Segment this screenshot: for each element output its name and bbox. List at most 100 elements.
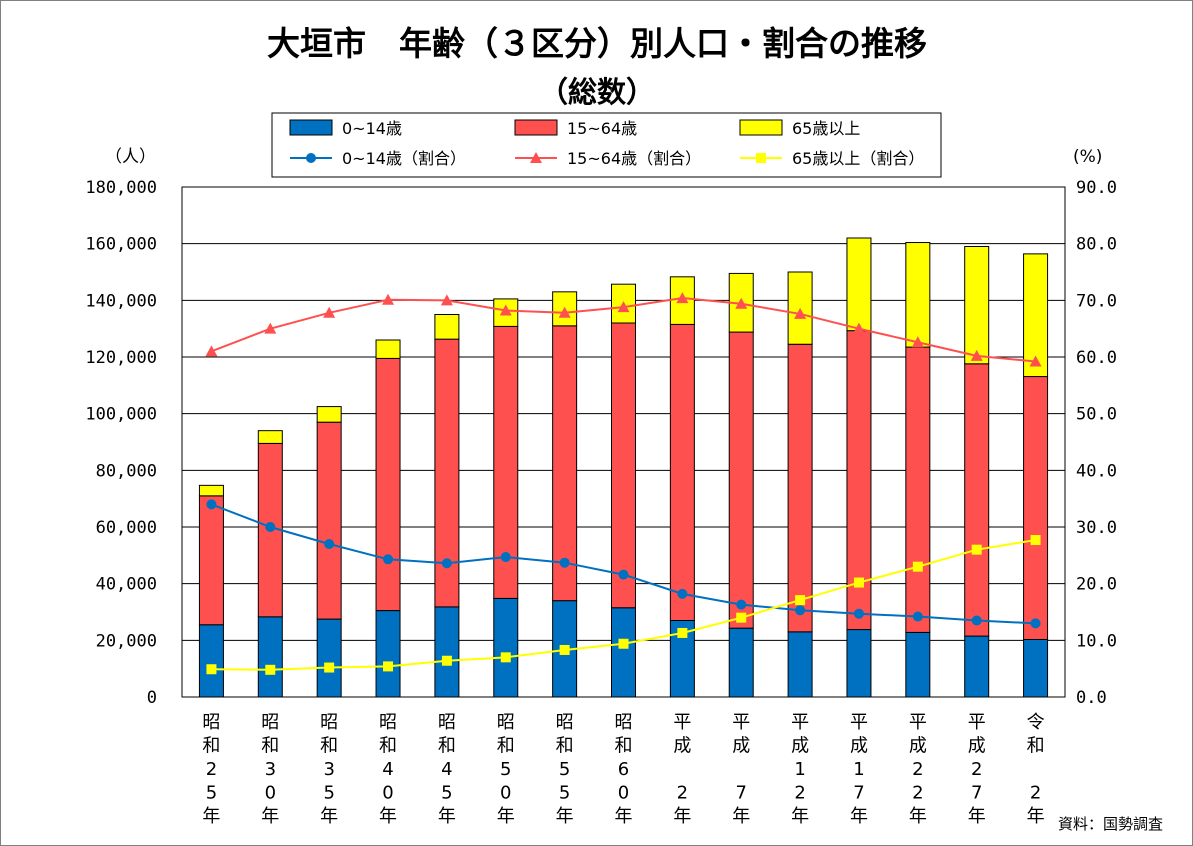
series-point — [735, 297, 748, 309]
category-label: 昭 — [320, 712, 338, 733]
series-point — [265, 522, 276, 532]
bar-segment — [846, 237, 872, 332]
series-point — [853, 608, 864, 619]
series-point — [912, 561, 923, 572]
category-label: 成 — [850, 736, 868, 757]
category-label: 昭 — [438, 712, 456, 733]
bar-segment — [434, 606, 460, 698]
series-point — [970, 349, 983, 361]
bar-segment — [198, 624, 224, 698]
category-label: 成 — [968, 736, 986, 757]
series-point — [383, 661, 394, 672]
right-tick-label: 70.0 — [1076, 291, 1117, 311]
bar-segment — [316, 406, 342, 423]
left-tick-label: 60,000 — [96, 518, 157, 538]
bar-segment — [316, 421, 342, 620]
category-label: 令 — [1027, 712, 1045, 733]
category-label: 和 — [320, 736, 338, 757]
legend-swatch — [739, 119, 783, 136]
bar-segment — [669, 323, 695, 621]
plot-area — [181, 186, 1066, 698]
category-label: 0 — [500, 783, 511, 804]
category-label: 年 — [909, 806, 927, 827]
bar-segment — [728, 627, 754, 698]
category-label: 平 — [791, 712, 809, 733]
bar-segment — [1023, 376, 1049, 640]
series-point — [324, 662, 335, 673]
bar-segment — [493, 597, 519, 698]
series-point — [265, 664, 276, 675]
category-label: 5 — [559, 759, 570, 780]
category-label: 年 — [850, 806, 868, 827]
category-label: 年 — [673, 806, 691, 827]
series-point — [911, 336, 924, 348]
left-tick-label: 120,000 — [85, 348, 157, 368]
category-label: 5 — [206, 783, 217, 804]
bar-segment — [434, 314, 460, 340]
category-label: 0 — [618, 783, 629, 804]
bar-segment — [257, 430, 283, 444]
series-point — [500, 552, 511, 563]
right-tick-label: 50.0 — [1076, 405, 1117, 425]
category-label: 0 — [265, 783, 276, 804]
category-label: 昭 — [497, 712, 515, 733]
series-point — [912, 611, 923, 622]
category-label: 昭 — [261, 712, 279, 733]
legend-swatch — [514, 119, 558, 136]
category-label: 平 — [732, 712, 750, 733]
category-label: 5 — [559, 783, 570, 804]
category-label: 2 — [971, 759, 982, 780]
category-label: 和 — [202, 736, 220, 757]
legend-label: 15~64歳（割合） — [567, 149, 701, 168]
series-point — [499, 304, 512, 316]
right-tick-label: 10.0 — [1076, 631, 1117, 651]
category-label: 3 — [265, 759, 276, 780]
series-point — [852, 322, 865, 334]
category-label: 年 — [556, 806, 574, 827]
series-point — [441, 558, 452, 569]
category-label: 和 — [556, 736, 574, 757]
category-label: 6 — [618, 759, 629, 780]
left-tick-label: 180,000 — [85, 178, 157, 198]
legend-label: 65歳以上（割合） — [792, 149, 924, 168]
bar-segment — [552, 325, 578, 602]
legend-box — [271, 112, 942, 178]
category-label: 年 — [379, 806, 397, 827]
category-label: 昭 — [202, 712, 220, 733]
bar-segment — [611, 322, 636, 609]
bar-segment — [375, 339, 401, 359]
series-point — [323, 306, 336, 318]
series-point — [795, 595, 806, 606]
right-tick-label: 0.0 — [1076, 688, 1107, 708]
right-tick-label: 20.0 — [1076, 575, 1117, 595]
legend-label: 65歳以上 — [792, 119, 860, 138]
bar-segment — [198, 484, 224, 497]
category-label: 4 — [382, 759, 393, 780]
category-label: 年 — [497, 806, 515, 827]
legend-label: 0~14歳 — [342, 119, 402, 138]
series-point — [853, 577, 864, 588]
series-point — [736, 599, 747, 610]
category-label: 0 — [382, 783, 393, 804]
category-label: 年 — [320, 806, 338, 827]
source-note: 資料：国勢調査 — [1058, 815, 1163, 833]
series-point — [441, 655, 452, 666]
right-tick-label: 80.0 — [1076, 235, 1117, 255]
series-point — [559, 557, 570, 568]
category-label: 和 — [1027, 736, 1045, 757]
axes: 0 0.0 20,000 10.0 40,000 20.0 60,000 30.0 80,000… — [85, 178, 1117, 827]
series-point — [971, 544, 982, 555]
left-tick-label: 20,000 — [96, 631, 157, 651]
bar-segment — [905, 346, 931, 633]
bar-segment — [787, 631, 813, 698]
bar-segment — [964, 363, 990, 637]
left-axis-unit: （人） — [105, 147, 156, 167]
series-point — [440, 294, 453, 306]
category-label: 昭 — [379, 712, 397, 733]
right-tick-label: 60.0 — [1076, 348, 1117, 368]
category-label: 年 — [261, 806, 279, 827]
category-label: 成 — [673, 736, 691, 757]
category-label: 成 — [732, 736, 750, 757]
bar-segment — [787, 343, 813, 633]
lines — [205, 292, 1042, 675]
